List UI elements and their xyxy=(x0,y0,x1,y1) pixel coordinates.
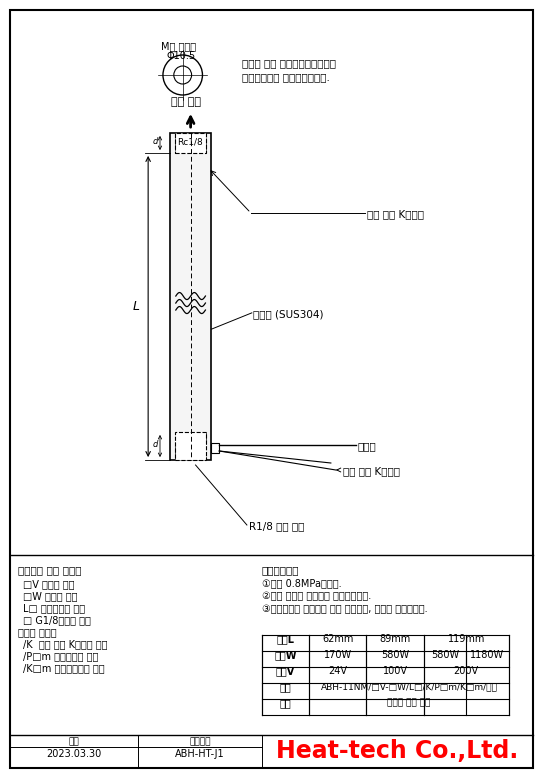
Text: 열풍 온도 K열전대: 열풍 온도 K열전대 xyxy=(367,209,425,219)
Text: R1/8 기체 입구: R1/8 기체 입구 xyxy=(249,521,304,531)
Text: 100V: 100V xyxy=(383,666,408,676)
Bar xyxy=(211,443,219,453)
Text: □ G1/8내나사 지정: □ G1/8내나사 지정 xyxy=(23,615,91,625)
Text: 2023.03.30: 2023.03.30 xyxy=(46,749,102,759)
Text: 119mm: 119mm xyxy=(448,634,485,644)
Text: 1180W: 1180W xyxy=(470,650,504,660)
Text: 금속관 (SUS304): 금속관 (SUS304) xyxy=(253,309,323,319)
Text: □V 전압의 지정: □V 전압의 지정 xyxy=(23,579,74,589)
Text: 580W: 580W xyxy=(381,650,409,660)
Bar xyxy=(175,133,206,153)
Text: L□ 기준관라의 지정: L□ 기준관라의 지정 xyxy=(23,603,85,613)
Text: M형 내나사: M형 내나사 xyxy=(161,41,196,51)
Text: 【주문시 사양 지정】: 【주문시 사양 지정】 xyxy=(18,565,81,575)
Text: ③저온기체를 공급하지 않고 가열하면, 히터는 소손합니다.: ③저온기체를 공급하지 않고 가열하면, 히터는 소손합니다. xyxy=(262,604,427,614)
Text: /K  열풍 온도 K열전대 추가: /K 열풍 온도 K열전대 추가 xyxy=(23,639,107,649)
Text: 전력W: 전력W xyxy=(274,650,296,660)
Text: d: d xyxy=(153,136,158,145)
Text: 전원선: 전원선 xyxy=(358,441,376,451)
Text: 특별주문에서 제작하겠습니다.: 특별주문에서 제작하겠습니다. xyxy=(242,72,330,82)
Text: 관장L: 관장L xyxy=(277,634,294,644)
Text: 열풍 온도 K열전대: 열풍 온도 K열전대 xyxy=(343,466,400,476)
Text: 【주의사항】: 【주의사항】 xyxy=(262,565,299,575)
Text: Rc1/8: Rc1/8 xyxy=(177,137,202,146)
Text: 도면번호: 도면번호 xyxy=(189,737,211,746)
Text: 전압V: 전압V xyxy=(276,666,295,676)
Text: 200V: 200V xyxy=(454,666,478,676)
Text: 580W: 580W xyxy=(431,650,459,660)
Text: □W 전력의 지정: □W 전력의 지정 xyxy=(23,591,77,601)
Text: L: L xyxy=(133,300,140,313)
Text: 체단의 나사 포함이음새쇼장식은: 체단의 나사 포함이음새쇼장식은 xyxy=(242,58,336,68)
Text: Heat-tech Co.,Ltd.: Heat-tech Co.,Ltd. xyxy=(277,740,519,763)
Text: 형식: 형식 xyxy=(279,682,292,692)
Text: /P□m 전원선장이 지정: /P□m 전원선장이 지정 xyxy=(23,651,98,661)
Text: 62mm: 62mm xyxy=(322,634,354,644)
Text: ②공급 기체는 드레인을 제거하십시오.: ②공급 기체는 드레인을 제거하십시오. xyxy=(262,591,371,601)
Text: Φ10.5: Φ10.5 xyxy=(167,51,196,61)
Text: ABH-HT-J1: ABH-HT-J1 xyxy=(175,749,225,759)
Text: 날짜: 날짜 xyxy=(69,737,79,746)
Text: /K□m 열전대선장이 지정: /K□m 열전대선장이 지정 xyxy=(23,663,104,673)
Text: 【옵션 대응】: 【옵션 대응】 xyxy=(18,627,57,637)
Bar xyxy=(175,432,206,460)
Text: 24V: 24V xyxy=(328,666,347,676)
Text: 고온용 열풍 히터: 고온용 열풍 히터 xyxy=(387,699,431,707)
Text: 열풍 출구: 열풍 출구 xyxy=(171,97,201,107)
Bar xyxy=(170,133,211,460)
Text: 89mm: 89mm xyxy=(379,634,411,644)
Text: ①내압 0.8MPa입니다.: ①내압 0.8MPa입니다. xyxy=(262,578,342,588)
Text: ABH-11NM/□V-□W/L□/K/P□m/K□m/옵선: ABH-11NM/□V-□W/L□/K/P□m/K□m/옵선 xyxy=(321,682,497,692)
Text: d: d xyxy=(153,440,158,448)
Text: 품명: 품명 xyxy=(279,698,292,708)
Text: 170W: 170W xyxy=(324,650,352,660)
